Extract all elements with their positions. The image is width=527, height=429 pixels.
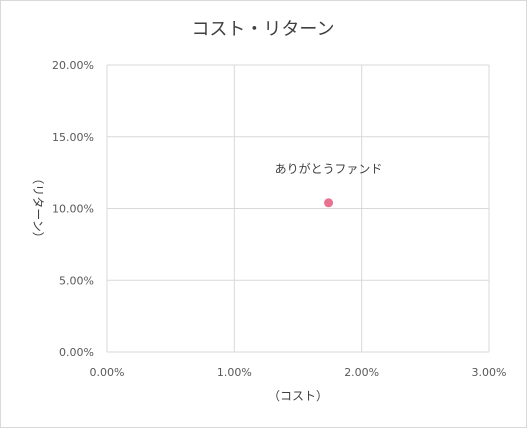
- x-tick-label: 0.00%: [90, 366, 125, 379]
- y-tick-label: 20.00%: [52, 59, 94, 72]
- x-tick-label: 1.00%: [217, 366, 252, 379]
- x-tick-label: 2.00%: [344, 366, 379, 379]
- x-tick-label: 3.00%: [472, 366, 507, 379]
- data-point-label: ありがとうファンド: [275, 161, 383, 176]
- chart-title: コスト・リターン: [191, 19, 334, 40]
- y-tick-label: 5.00%: [59, 274, 94, 287]
- y-tick-label: 10.00%: [52, 203, 94, 216]
- y-tick-label: 0.00%: [59, 346, 94, 359]
- y-tick-label: 15.00%: [52, 131, 94, 144]
- tick-labels: 0.00% 5.00% 10.00% 15.00% 20.00% 0.00% 1.00% 2.…: [52, 59, 506, 379]
- grid-lines: [106, 64, 490, 353]
- y-axis-label: （リターン）: [31, 172, 45, 243]
- data-point: [324, 198, 334, 208]
- x-axis-label: （コスト）: [268, 389, 328, 403]
- data-points: ありがとうファンド: [275, 161, 383, 208]
